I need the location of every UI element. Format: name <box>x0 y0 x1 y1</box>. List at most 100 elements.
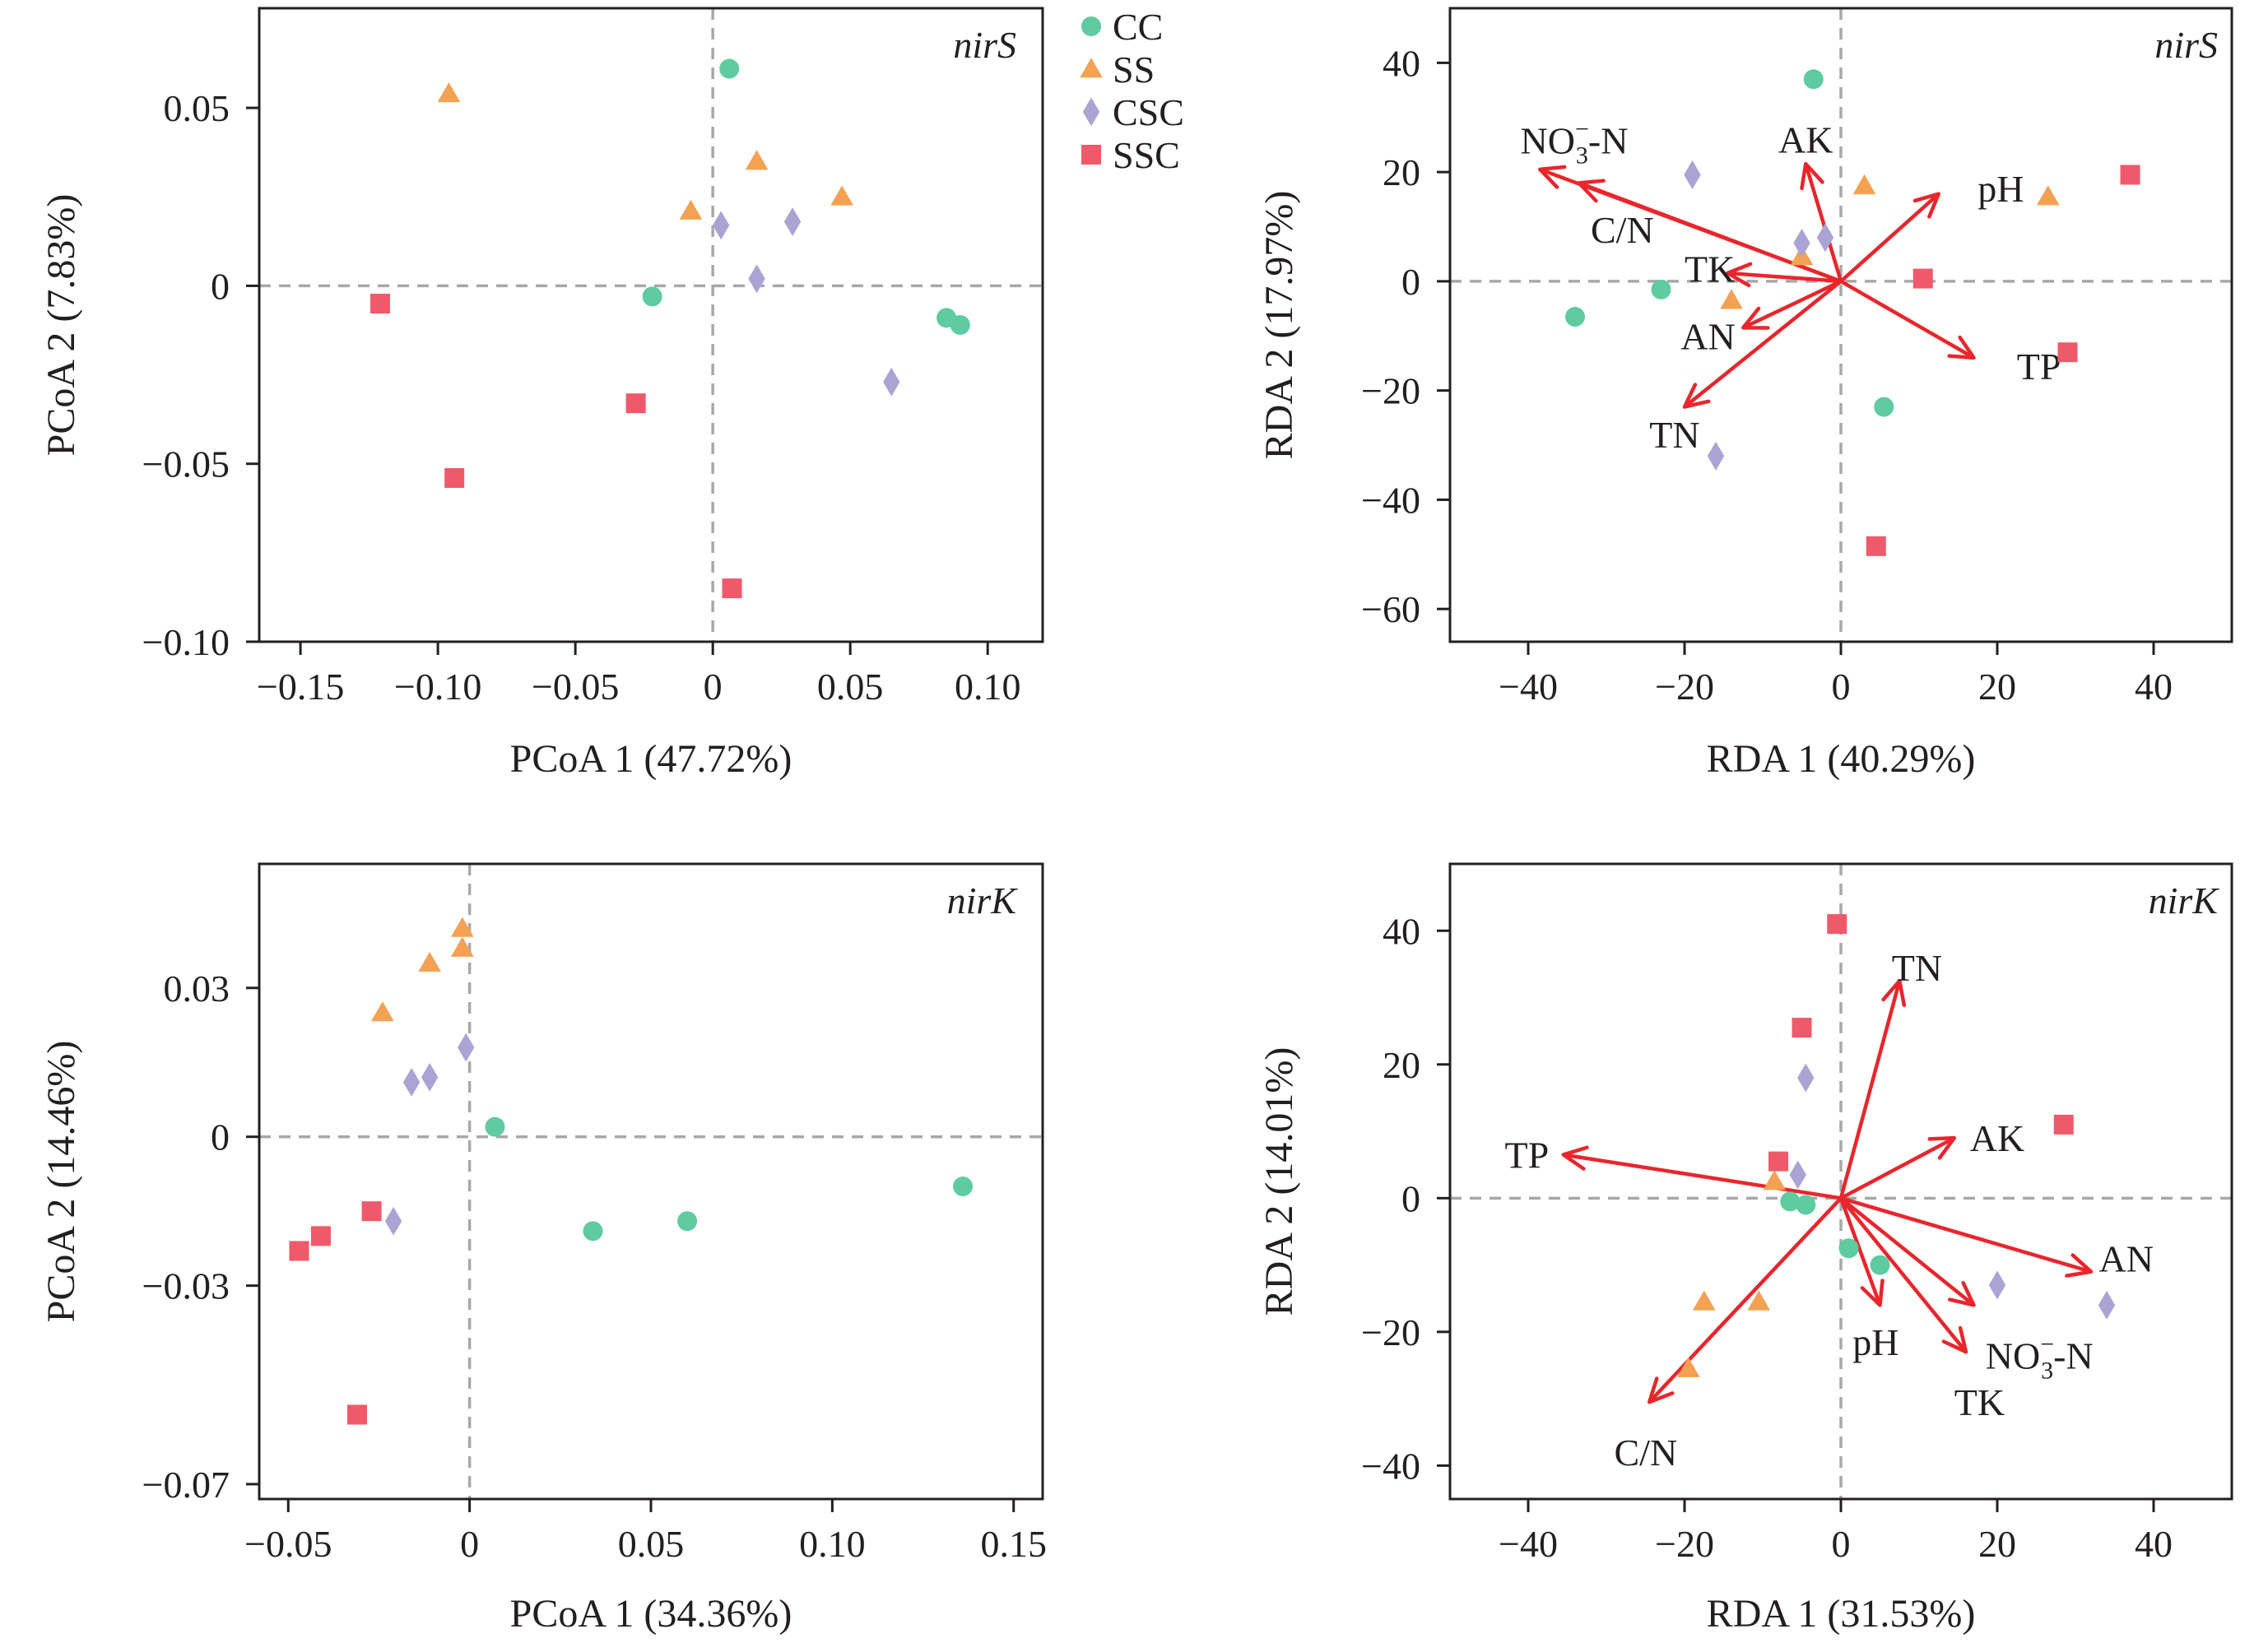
arrow-label: TK <box>1954 1381 2005 1423</box>
arrow-tp <box>1839 279 1975 360</box>
point-ssc <box>1912 268 1933 289</box>
point-ss <box>2036 185 2060 206</box>
point-cc <box>950 315 970 335</box>
legend-marker-ssc <box>1081 145 1101 165</box>
x-tick-label: −20 <box>1655 666 1714 708</box>
x-tick-label: −0.05 <box>244 1523 332 1565</box>
arrow-head <box>2065 1253 2094 1278</box>
arrow-tk <box>1727 271 1842 284</box>
arrow-head <box>1726 262 1753 288</box>
arrow-no3n <box>1839 1196 1975 1307</box>
panel-rda-nirS: −40 −20 0 20 40 −60 −40 −20 0 20 40 RDA 1 (40.29%) R… <box>1257 7 2233 781</box>
arrow-cn <box>1648 1196 1843 1404</box>
arrow-head <box>1741 306 1770 330</box>
x-tick-label: −20 <box>1655 1523 1714 1565</box>
plot-frame <box>258 7 1044 643</box>
point-cc <box>583 1221 603 1242</box>
x-tick-label: 0 <box>1832 666 1851 708</box>
panel-pcoa-nirK: −0.05 0 0.05 0.10 0.15 −0.07 −0.03 0 0.03 PCoA 1 … <box>40 862 1047 1636</box>
legend-marker-csc <box>1082 97 1100 127</box>
arrow-head <box>1881 978 1907 1007</box>
point-cc <box>642 286 662 307</box>
y-tick-label: 0.03 <box>164 968 230 1009</box>
point-cc <box>1796 1195 1816 1215</box>
arrow-an <box>1742 279 1842 330</box>
point-ss <box>371 1001 394 1022</box>
arrow-ak <box>1839 1136 1955 1200</box>
y-axis-title: RDA 2 (14.01%) <box>1257 1047 1301 1316</box>
arrow-an <box>1840 1196 2092 1274</box>
point-ss <box>1692 1290 1716 1311</box>
point-ss <box>1676 1357 1700 1377</box>
point-csc <box>1684 160 1701 189</box>
x-tick-label: 0.10 <box>955 666 1021 708</box>
arrow-label: pH <box>1852 1321 1899 1363</box>
point-ss <box>418 951 441 972</box>
x-tick-label: −0.05 <box>532 666 619 708</box>
legend-marker-cc <box>1081 16 1101 36</box>
y-tick-label: 0.05 <box>164 87 230 129</box>
x-tick-label: 20 <box>1978 666 2016 708</box>
x-tick-label: −0.10 <box>394 666 481 708</box>
arrow-label: NO− 3-N <box>1986 1330 2094 1384</box>
arrow-head <box>1648 1376 1675 1404</box>
panel-gene-tag: nirK <box>2149 880 2220 921</box>
arrow-label: TK <box>1685 248 1735 290</box>
y-tick-label: −0.07 <box>142 1464 230 1506</box>
point-ss <box>679 199 703 220</box>
legend-label-csc: CSC <box>1113 91 1184 133</box>
point-ssc <box>361 1201 382 1222</box>
arrow-ph <box>1839 193 1940 283</box>
point-csc <box>1707 441 1725 471</box>
data-points <box>1676 914 2116 1377</box>
y-tick-label: −0.03 <box>142 1265 230 1307</box>
y-axis-title: RDA 2 (17.97%) <box>1257 191 1301 460</box>
point-ssc <box>289 1241 309 1261</box>
point-ssc <box>2120 165 2140 185</box>
x-tick-label: 0 <box>460 1523 479 1565</box>
arrow-head <box>1538 165 1567 189</box>
environment-arrows: NO− 3-N C/N AK pH TK AN TP TN <box>1521 116 2061 456</box>
point-csc <box>458 1033 475 1062</box>
arrow-label: NO− 3-N <box>1521 116 1629 169</box>
x-tick-label: 0.05 <box>817 666 884 708</box>
point-cc <box>719 58 740 79</box>
x-tick-label: 0 <box>1832 1523 1851 1565</box>
arrow-label: TN <box>1892 947 1942 989</box>
arrow-head <box>1682 383 1711 409</box>
arrow-tk <box>1839 1196 1968 1353</box>
point-ss <box>1747 1290 1771 1311</box>
panel-pcoa-nirS: −0.15 −0.10 −0.05 0 0.05 0.10 −0.10 −0.05 0 0.05 P… <box>40 7 1044 781</box>
x-tick-label: 0.15 <box>980 1523 1047 1565</box>
y-tick-label: −0.10 <box>142 621 230 663</box>
arrow-tn <box>1838 980 1902 1199</box>
x-tick-label: −40 <box>1499 1523 1558 1565</box>
arrow-head <box>1860 1279 1885 1307</box>
point-csc <box>1789 1160 1806 1190</box>
y-tick-label: 40 <box>1383 42 1420 84</box>
point-ssc <box>444 468 465 489</box>
y-tick-label: 40 <box>1383 910 1420 952</box>
point-ssc <box>625 393 646 414</box>
arrow-label: TP <box>1505 1134 1550 1176</box>
y-tick-label: −40 <box>1361 1445 1420 1487</box>
panel-gene-tag: nirS <box>2154 24 2218 66</box>
point-ssc <box>1768 1151 1788 1172</box>
point-cc <box>677 1211 698 1232</box>
data-points <box>289 917 974 1425</box>
arrow-label: C/N <box>1591 209 1654 251</box>
y-tick-label: 20 <box>1383 151 1420 193</box>
point-ss <box>745 150 769 170</box>
y-tick-label: 0 <box>1401 1177 1420 1219</box>
x-tick-label: 40 <box>2135 1523 2173 1565</box>
y-tick-label: −20 <box>1361 1311 1420 1353</box>
point-ss <box>451 917 474 937</box>
point-cc <box>1565 307 1585 327</box>
point-ss <box>437 82 461 103</box>
point-csc <box>1793 229 1810 258</box>
point-csc <box>2098 1290 2116 1320</box>
arrow-head <box>1941 1325 1968 1354</box>
arrow-head <box>1947 335 1976 360</box>
data-points <box>1565 69 2140 556</box>
arrow-label: TN <box>1649 414 1699 456</box>
